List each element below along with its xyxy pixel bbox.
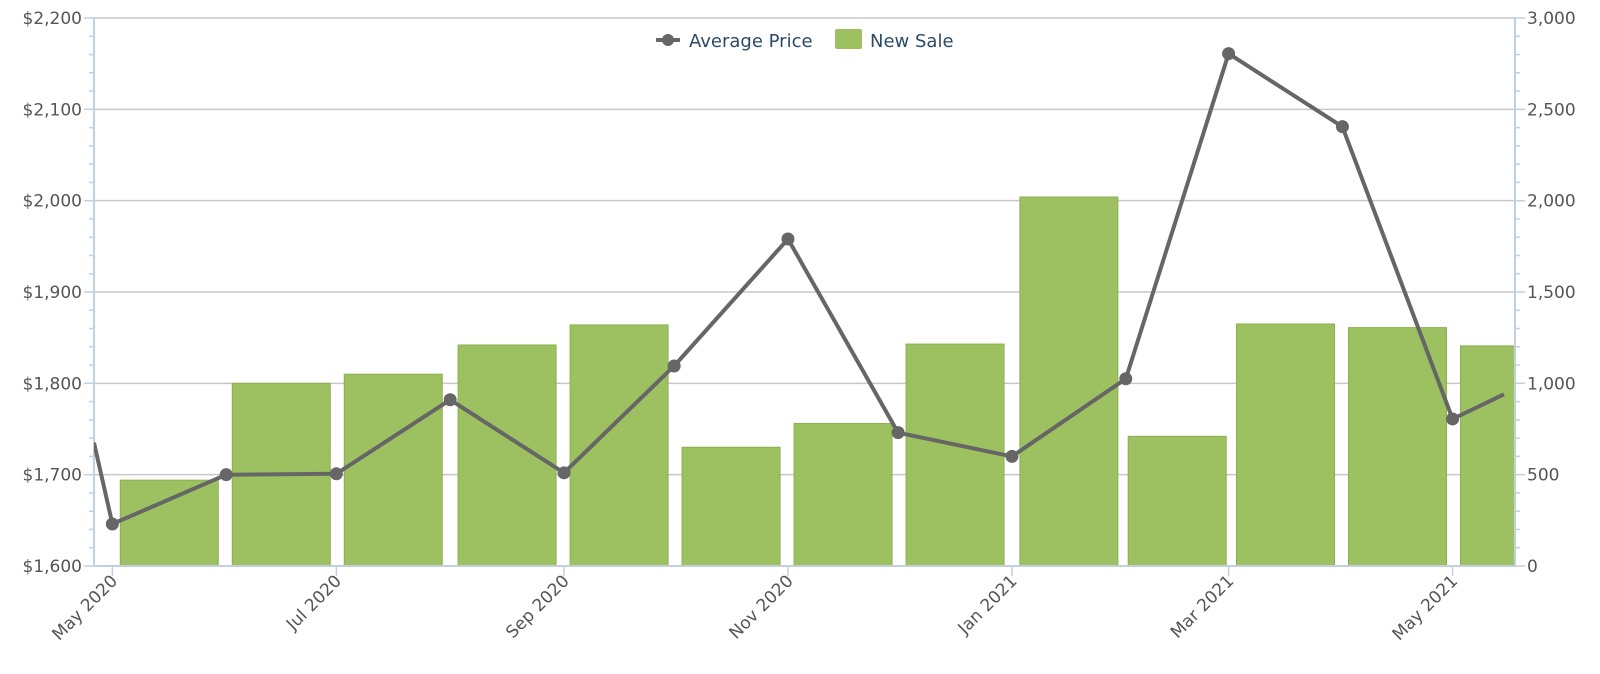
x-tick-label: Nov 2020 [725,571,797,643]
point-average-price [219,468,233,482]
legend-line-marker [662,34,674,46]
y-left-tick-label: $2,100 [23,100,82,120]
point-average-price [891,426,905,440]
point-average-price [1005,449,1019,463]
bar-layer [119,196,1516,567]
x-tick-label: Sep 2020 [502,571,573,642]
x-tick-label: Jan 2021 [954,571,1022,639]
y-right-tick-label: 1,000 [1527,374,1576,394]
x-tick-label: May 2021 [1389,571,1462,644]
bar-new-sale [119,479,219,567]
legend-label-new-sale: New Sale [870,31,954,52]
bar-new-sale [343,373,443,567]
point-average-price [329,467,343,481]
point-average-price [1222,47,1236,61]
bar-new-sale [1348,327,1448,567]
bar-new-sale [681,446,781,567]
x-tick-label: May 2020 [48,571,121,644]
bar-new-sale [1019,196,1119,567]
point-average-price [1119,372,1133,386]
point-average-price [105,517,119,531]
point-average-price [1335,120,1349,134]
y-right-tick-label: 500 [1527,466,1559,486]
point-average-price [1446,412,1460,426]
y-left-tick-label: $1,900 [23,283,82,303]
y-right-tick-label: 2,000 [1527,192,1576,212]
point-average-price [443,393,457,407]
y-left-tick-label: $2,200 [23,9,82,29]
y-left-tick-label: $1,800 [23,374,82,394]
bar-new-sale [457,344,557,567]
y-right-tick-label: 3,000 [1527,9,1576,29]
y-left-tick-label: $1,600 [23,557,82,577]
y-right-tick-label: 2,500 [1527,100,1576,120]
legend-label-average-price: Average Price [689,31,813,52]
legend-item-average-price[interactable]: Average Price [656,31,813,52]
point-average-price [781,232,795,246]
bar-new-sale [793,423,893,567]
point-average-price [557,466,571,480]
y-left-tick-label: $2,000 [23,192,82,212]
legend[interactable]: Average Price New Sale [656,29,954,52]
x-tick-label: Mar 2021 [1167,571,1238,642]
bar-new-sale [569,324,669,567]
legend-bar-swatch [835,29,862,49]
bar-new-sale [1127,435,1227,567]
bar-new-sale [1236,323,1336,567]
y-right-tick-label: 0 [1527,557,1538,577]
legend-item-new-sale[interactable]: New Sale [835,29,954,52]
bar-new-sale [1459,345,1516,567]
point-average-price [667,359,681,373]
y-right-tick-label: 1,500 [1527,283,1576,303]
line-layer [94,47,1505,531]
y-left-tick-label: $1,700 [23,466,82,486]
bar-new-sale [905,343,1005,567]
x-tick-label: Jul 2020 [282,571,346,635]
